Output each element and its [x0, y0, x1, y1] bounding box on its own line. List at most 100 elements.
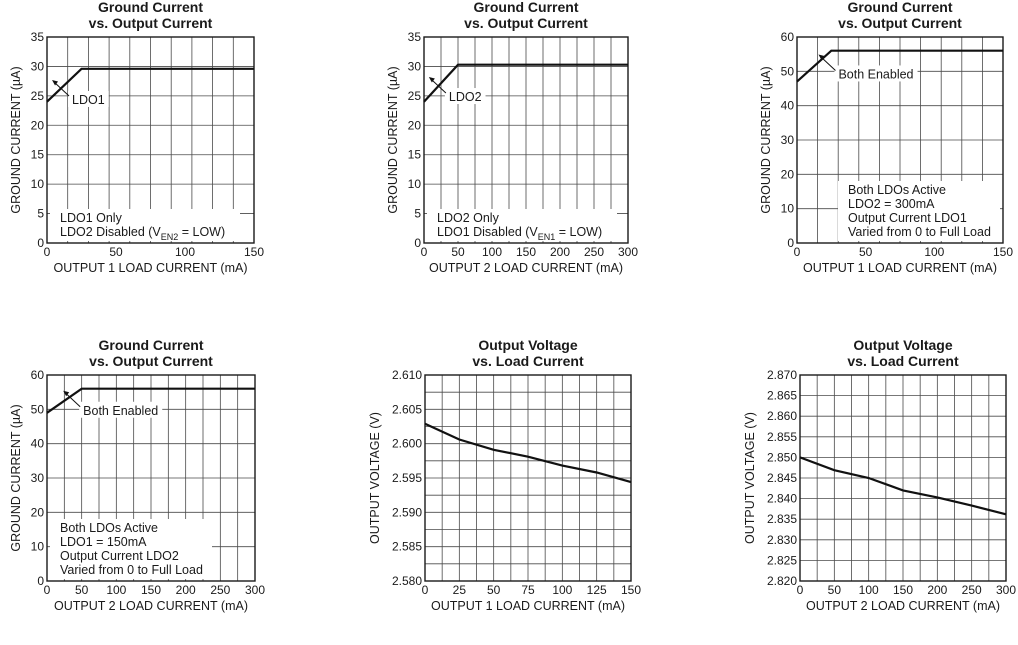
x-tick-label: 100 [482, 245, 502, 259]
callout-background [444, 88, 486, 105]
x-tick-label: 50 [451, 245, 465, 259]
x-tick-label: 100 [175, 245, 195, 259]
x-tick-label: 0 [422, 583, 429, 597]
note-background [50, 209, 240, 241]
y-tick-label: 5 [414, 207, 421, 221]
callout-label: LDO1 [72, 93, 105, 107]
y-tick-label: 0 [37, 574, 44, 588]
plot-frame [46, 374, 256, 582]
x-tick-label: 150 [141, 583, 161, 597]
callout-arrowhead [428, 77, 435, 83]
note-line: LDO1 = 150mA [60, 535, 147, 549]
callout-background [68, 90, 109, 107]
callout-arrowhead [52, 79, 59, 86]
x-axis-label: OUTPUT 2 LOAD CURRENT (mA) [54, 599, 248, 613]
note-line: Varied from 0 to Full Load [848, 225, 991, 239]
note-line: Varied from 0 to Full Load [60, 563, 203, 577]
y-tick-label: 2.605 [392, 402, 422, 416]
y-tick-label: 50 [31, 402, 45, 416]
callout-leader [53, 81, 70, 97]
chart-title-line: vs. Load Current [847, 353, 959, 369]
y-tick-label: 25 [408, 89, 422, 103]
x-tick-label: 50 [859, 245, 873, 259]
y-axis-label: GROUND CURRENT (µA) [759, 66, 773, 213]
data-line [424, 422, 632, 484]
note-background [838, 181, 1000, 241]
y-tick-label: 10 [31, 177, 45, 191]
x-tick-label: 200 [550, 245, 570, 259]
y-tick-label: 2.835 [767, 512, 797, 526]
x-tick-label: 75 [521, 583, 535, 597]
chart-title-line: vs. Output Current [89, 353, 213, 369]
callout-arrowhead [818, 54, 825, 60]
callout-label: LDO2 [449, 90, 482, 104]
callout-background [79, 401, 163, 418]
note-line: Both LDOs Active [848, 183, 946, 197]
y-tick-label: 40 [31, 437, 45, 451]
y-tick-label: 60 [781, 30, 795, 44]
x-tick-label: 0 [421, 245, 428, 259]
note-line: LDO1 Only [60, 211, 123, 225]
chart-title-line: vs. Output Current [464, 15, 588, 31]
y-axis-label: GROUND CURRENT (µA) [386, 66, 400, 213]
callout-background [834, 65, 918, 82]
x-tick-label: 150 [516, 245, 536, 259]
y-axis-label: GROUND CURRENT (µA) [9, 404, 23, 551]
y-tick-label: 20 [781, 167, 795, 181]
note-line: LDO2 Disabled (VEN2 = LOW) [60, 225, 225, 242]
y-tick-label: 10 [31, 540, 45, 554]
y-tick-label: 30 [781, 133, 795, 147]
x-tick-label: 50 [487, 583, 501, 597]
x-tick-label: 0 [794, 245, 801, 259]
y-axis-label: OUTPUT VOLTAGE (V) [743, 412, 757, 544]
y-tick-label: 0 [787, 236, 794, 250]
data-line [423, 63, 628, 103]
y-tick-label: 2.600 [392, 437, 422, 451]
callout-leader [820, 56, 836, 71]
y-tick-label: 30 [408, 59, 422, 73]
callout-label: Both Enabled [838, 67, 913, 81]
y-tick-label: 20 [31, 505, 45, 519]
y-tick-label: 2.860 [767, 409, 797, 423]
y-tick-label: 2.580 [392, 574, 422, 588]
note-line: LDO2 Only [437, 211, 500, 225]
x-tick-label: 200 [927, 583, 947, 597]
y-tick-label: 2.845 [767, 471, 797, 485]
y-tick-label: 0 [37, 236, 44, 250]
x-tick-label: 50 [75, 583, 89, 597]
x-tick-label: 250 [584, 245, 604, 259]
y-tick-label: 30 [31, 471, 45, 485]
x-tick-label: 150 [244, 245, 264, 259]
x-axis-label: OUTPUT 2 LOAD CURRENT (mA) [806, 599, 1000, 613]
chart-title-line: vs. Output Current [89, 15, 213, 31]
y-tick-label: 5 [37, 207, 44, 221]
x-tick-label: 200 [176, 583, 196, 597]
y-tick-label: 2.840 [767, 492, 797, 506]
x-tick-label: 300 [618, 245, 638, 259]
y-tick-label: 15 [408, 148, 422, 162]
chart-title-line: vs. Load Current [472, 353, 584, 369]
x-tick-label: 150 [621, 583, 641, 597]
y-tick-label: 2.825 [767, 553, 797, 567]
note-line: Both LDOs Active [60, 521, 158, 535]
note-line: Output Current LDO1 [848, 211, 967, 225]
data-line [46, 67, 254, 103]
plot-frame [423, 36, 629, 244]
y-tick-label: 10 [781, 202, 795, 216]
x-tick-label: 100 [106, 583, 126, 597]
note-background [427, 209, 617, 241]
x-tick-label: 0 [44, 583, 51, 597]
y-tick-label: 60 [31, 368, 45, 382]
y-tick-label: 30 [31, 59, 45, 73]
y-tick-label: 2.850 [767, 450, 797, 464]
x-tick-label: 100 [552, 583, 572, 597]
grid-lines [800, 375, 1006, 581]
callout-label: Both Enabled [83, 404, 158, 418]
x-tick-label: 150 [993, 245, 1013, 259]
plot-frame [796, 36, 1004, 244]
